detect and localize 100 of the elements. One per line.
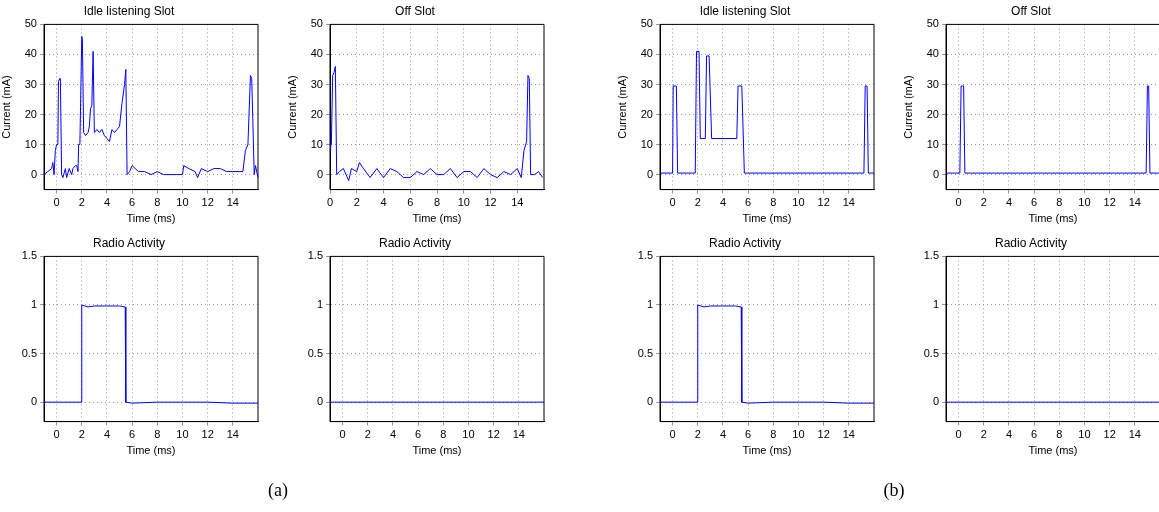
chart-title: Radio Activity [994,235,1068,250]
y-tick-label: 1 [646,298,653,311]
x-tick-label: 14 [1128,428,1141,441]
y-tick-label: 0.5 [923,346,939,359]
y-tick-label: 30 [310,77,323,90]
x-tick-label: 10 [457,196,470,209]
x-tick-label: 0 [339,428,346,441]
y-tick-label: 1.5 [637,249,653,262]
y-tick-label: 50 [310,17,323,30]
x-tick-label: 14 [1128,196,1141,209]
y-tick-label: 30 [24,77,37,90]
x-tick-label: 0 [669,428,676,441]
x-tick-label: 4 [719,196,726,209]
x-tick-label: 8 [440,428,447,441]
x-tick-label: 6 [1031,428,1038,441]
x-tick-label: 14 [842,428,855,441]
y-tick-label: 0 [316,395,323,408]
x-tick-label: 6 [407,196,414,209]
y-tick-label: 0.5 [21,346,37,359]
x-tick-label: 4 [103,428,110,441]
y-tick-label: 50 [926,17,939,30]
y-tick-label: 0 [30,167,37,180]
y-tick-label: 0 [30,395,37,408]
x-tick-label: 10 [176,428,189,441]
x-tick-label: 12 [817,428,830,441]
chart-title: Radio Activity [378,235,452,250]
x-tick-label: 2 [694,196,701,209]
x-tick-label: 6 [745,196,752,209]
y-tick-label: 40 [640,47,653,60]
x-tick-label: 14 [511,196,524,209]
y-tick-label: 40 [310,47,323,60]
y-tick-label: 1 [316,298,323,311]
y-tick-label: 10 [24,137,37,150]
y-tick-label: 0.5 [637,346,653,359]
x-tick-label: 12 [484,196,497,209]
y-tick-label: 1.5 [307,249,323,262]
x-tick-label: 4 [719,428,726,441]
x-tick-label: 0 [53,428,60,441]
x-tick-label: 8 [154,428,161,441]
x-tick-label: 4 [103,196,110,209]
y-tick-label: 10 [926,137,939,150]
x-tick-label: 12 [1103,428,1116,441]
y-tick-label: 1.5 [21,249,37,262]
x-tick-label: 4 [1005,428,1012,441]
y-tick-label: 50 [640,17,653,30]
x-tick-label: 14 [226,428,239,441]
x-tick-label: 2 [353,196,360,209]
x-tick-label: 6 [129,196,136,209]
x-tick-label: 2 [694,428,701,441]
y-tick-label: 10 [640,137,653,150]
x-tick-label: 2 [78,428,85,441]
x-tick-label: 0 [955,428,962,441]
x-tick-label: 10 [1078,196,1091,209]
y-tick-label: 0 [932,167,939,180]
x-tick-label: 6 [1031,196,1038,209]
x-tick-label: 8 [433,196,441,209]
x-axis-title: Time (ms) [1028,444,1078,457]
chart-title: Radio Activity [92,235,166,250]
y-tick-label: 1 [932,298,939,311]
y-tick-label: 40 [24,47,37,60]
x-axis-title: Time (ms) [742,212,792,225]
x-tick-label: 4 [389,428,396,441]
x-tick-label: 0 [669,196,676,209]
chart-title: Off Slot [1011,3,1052,18]
text: (a) [268,480,288,501]
x-tick-label: 0 [326,196,334,209]
x-tick-label: 8 [770,196,777,209]
y-tick-label: 40 [926,47,939,60]
x-tick-label: 6 [745,428,752,441]
x-tick-label: 6 [415,428,422,441]
y-tick-label: 20 [926,107,939,120]
y-tick-label: 20 [310,107,323,120]
y-tick-label: 50 [24,17,37,30]
x-tick-label: 6 [129,428,136,441]
y-axis-title: Current (mA) [615,75,628,139]
x-tick-label: 8 [770,428,777,441]
y-tick-label: 10 [310,137,323,150]
x-tick-label: 14 [226,196,239,209]
y-tick-label: 30 [640,77,653,90]
x-tick-label: 10 [792,428,805,441]
chart-title: Idle listening Slot [699,3,792,18]
y-tick-label: 1 [30,298,37,311]
x-tick-label: 4 [380,196,387,209]
x-axis-title: Time (ms) [742,444,792,457]
y-tick-label: 30 [926,77,939,90]
x-tick-label: 12 [487,428,500,441]
x-axis-title: Time (ms) [126,444,176,457]
text: (b) [883,480,905,501]
x-tick-label: 14 [512,428,525,441]
x-tick-label: 10 [792,196,805,209]
y-tick-label: 1.5 [923,249,939,262]
y-axis-title: Current (mA) [901,75,914,139]
x-tick-label: 10 [176,196,189,209]
y-tick-label: 0 [316,167,323,180]
x-axis-title: Time (ms) [126,212,176,225]
x-axis-title: Time (ms) [412,444,462,457]
x-tick-label: 12 [817,196,830,209]
x-tick-label: 2 [78,196,85,209]
y-tick-label: 20 [24,107,37,120]
x-tick-label: 0 [53,196,60,209]
